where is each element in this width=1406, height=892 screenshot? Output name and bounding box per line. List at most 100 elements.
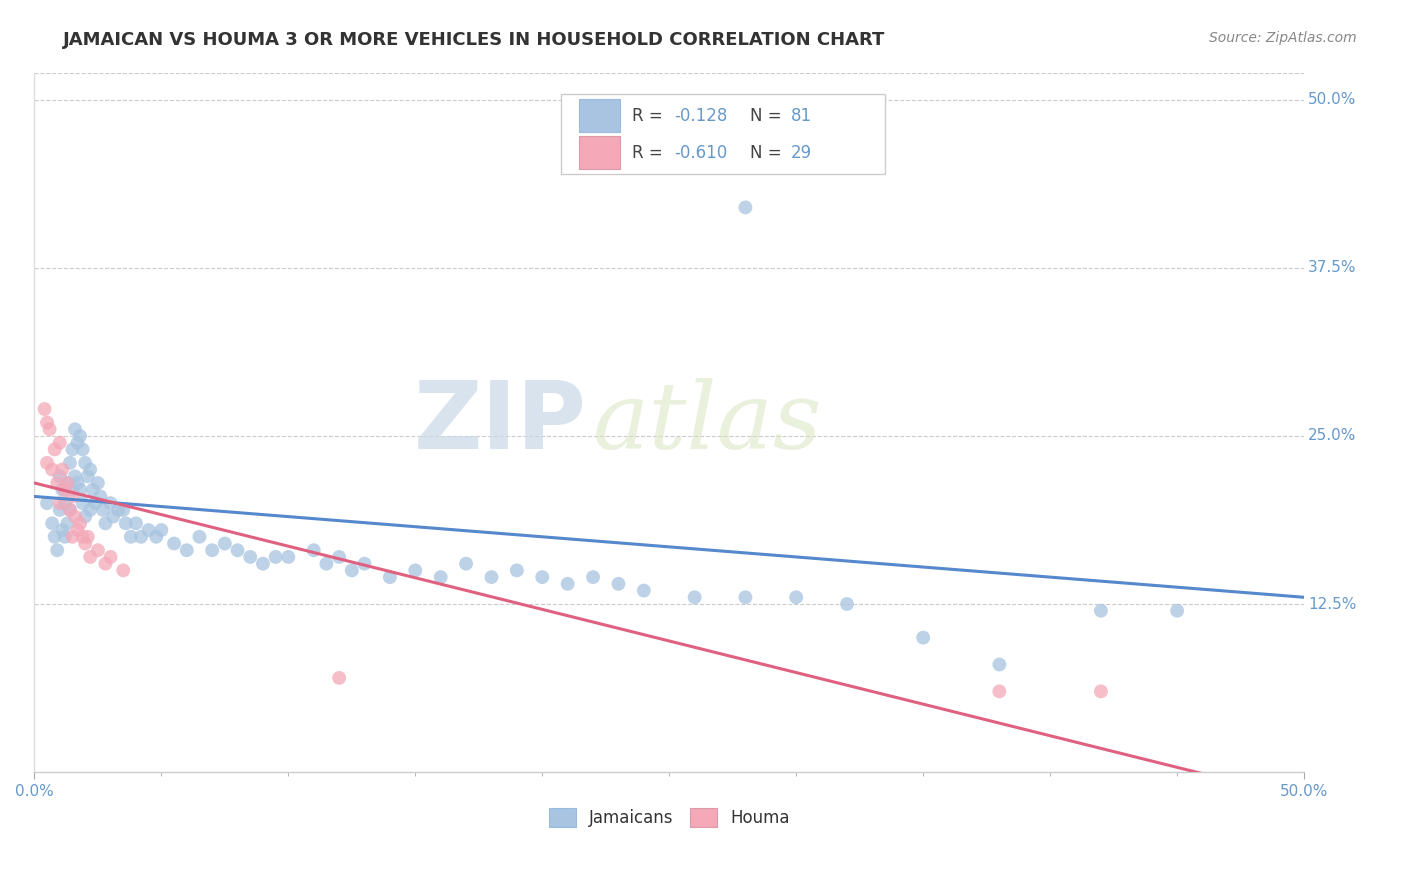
Point xyxy=(481,570,503,584)
Point xyxy=(41,516,63,531)
Point xyxy=(100,496,122,510)
Text: -0.128: -0.128 xyxy=(675,107,728,125)
Point xyxy=(120,530,142,544)
Point xyxy=(378,570,401,584)
Point xyxy=(404,563,426,577)
Point xyxy=(51,483,73,497)
Text: R =: R = xyxy=(633,107,668,125)
Point xyxy=(49,435,72,450)
Text: N =: N = xyxy=(751,144,787,161)
Point xyxy=(35,456,58,470)
Text: JAMAICAN VS HOUMA 3 OR MORE VEHICLES IN HOUSEHOLD CORRELATION CHART: JAMAICAN VS HOUMA 3 OR MORE VEHICLES IN … xyxy=(63,31,886,49)
Point xyxy=(226,543,249,558)
Text: 29: 29 xyxy=(792,144,813,161)
Point xyxy=(69,516,91,531)
Point xyxy=(328,671,350,685)
Point xyxy=(66,523,89,537)
Point xyxy=(46,475,69,490)
Point xyxy=(89,490,111,504)
Point xyxy=(429,570,451,584)
Point xyxy=(734,591,756,605)
Point xyxy=(51,523,73,537)
Point xyxy=(63,469,86,483)
Point xyxy=(1090,684,1112,698)
Point xyxy=(76,530,98,544)
Point xyxy=(72,530,94,544)
Text: R =: R = xyxy=(633,144,668,161)
Point xyxy=(264,549,287,564)
Point xyxy=(62,442,84,457)
Point xyxy=(150,523,173,537)
Point xyxy=(163,536,186,550)
Point xyxy=(582,570,605,584)
Point xyxy=(607,577,630,591)
Point xyxy=(188,530,211,544)
Point xyxy=(56,475,79,490)
Text: atlas: atlas xyxy=(593,377,823,467)
Point xyxy=(302,543,325,558)
Point xyxy=(114,516,136,531)
Point xyxy=(239,549,262,564)
Point xyxy=(35,496,58,510)
Point xyxy=(91,503,114,517)
Point xyxy=(63,509,86,524)
Point xyxy=(44,442,66,457)
Point xyxy=(912,631,935,645)
Point xyxy=(59,503,82,517)
Point xyxy=(201,543,224,558)
Point xyxy=(59,503,82,517)
Text: Source: ZipAtlas.com: Source: ZipAtlas.com xyxy=(1209,31,1357,45)
Point xyxy=(34,402,56,417)
Text: ZIP: ZIP xyxy=(413,376,586,468)
Point xyxy=(214,536,236,550)
Point xyxy=(125,516,148,531)
Point xyxy=(1090,604,1112,618)
Point xyxy=(38,422,60,436)
Point xyxy=(87,475,110,490)
Point xyxy=(79,549,101,564)
Point xyxy=(59,456,82,470)
Point xyxy=(557,577,579,591)
Point xyxy=(69,429,91,443)
Point xyxy=(69,483,91,497)
Point xyxy=(112,563,135,577)
Point xyxy=(988,657,1011,672)
Point xyxy=(53,483,76,497)
Point xyxy=(107,503,129,517)
Text: 12.5%: 12.5% xyxy=(1308,597,1357,612)
Point xyxy=(454,557,477,571)
Point xyxy=(84,496,107,510)
Point xyxy=(138,523,160,537)
FancyBboxPatch shape xyxy=(561,94,886,174)
Point xyxy=(49,496,72,510)
Point xyxy=(785,591,807,605)
Point xyxy=(72,496,94,510)
Bar xyxy=(579,136,620,169)
Point xyxy=(94,516,117,531)
Point xyxy=(988,684,1011,698)
Point xyxy=(79,462,101,476)
Point xyxy=(531,570,554,584)
Point xyxy=(62,530,84,544)
Legend: Jamaicans, Houma: Jamaicans, Houma xyxy=(543,801,796,834)
Text: -0.610: -0.610 xyxy=(675,144,727,161)
Point xyxy=(633,583,655,598)
Text: 25.0%: 25.0% xyxy=(1308,428,1357,443)
Point xyxy=(49,503,72,517)
Point xyxy=(277,549,299,564)
Point xyxy=(506,563,529,577)
Point xyxy=(66,475,89,490)
Text: 37.5%: 37.5% xyxy=(1308,260,1357,276)
Point xyxy=(129,530,152,544)
Point xyxy=(72,442,94,457)
Point xyxy=(328,549,350,564)
Point xyxy=(100,549,122,564)
Point xyxy=(63,422,86,436)
Text: 81: 81 xyxy=(792,107,813,125)
Point xyxy=(112,503,135,517)
Point xyxy=(101,509,124,524)
Bar xyxy=(579,99,620,132)
Point xyxy=(56,516,79,531)
Point xyxy=(176,543,198,558)
Point xyxy=(353,557,375,571)
